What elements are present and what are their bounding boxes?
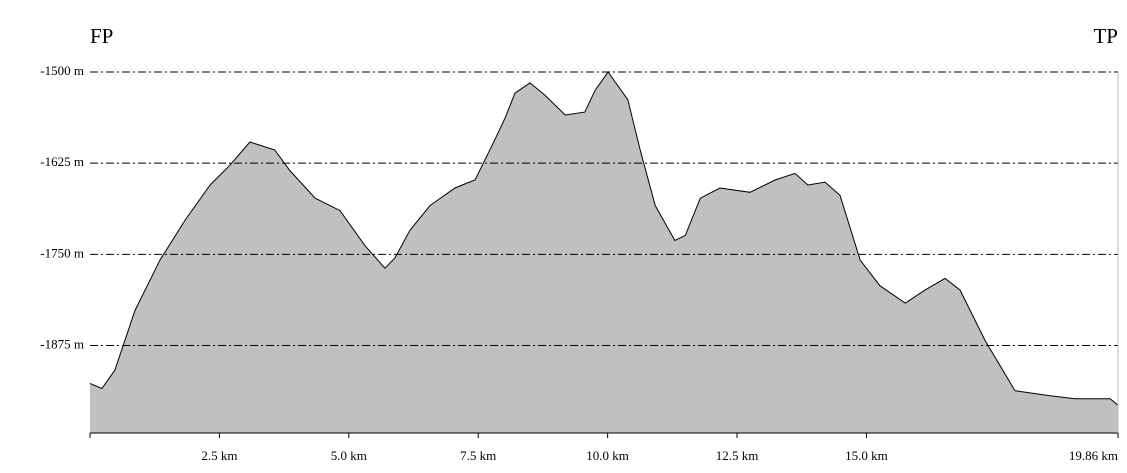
profile-line	[89, 71, 1119, 406]
end-label: TP	[1093, 24, 1118, 48]
y-tick-label: -1625 m	[40, 154, 84, 169]
area-fill	[90, 72, 1118, 433]
x-tick-label: 15.0 km	[845, 448, 888, 463]
start-label: FP	[90, 24, 113, 48]
y-tick-label: -1750 m	[40, 245, 84, 260]
x-tick-label: 19.86 km	[1069, 448, 1118, 463]
y-tick-label: -1875 m	[40, 336, 84, 351]
x-tick-label: 10.0 km	[586, 448, 629, 463]
x-tick-label: 2.5 km	[201, 448, 237, 463]
y-tick-label: -1500 m	[40, 63, 84, 78]
x-tick-label: 7.5 km	[460, 448, 496, 463]
x-tick-label: 5.0 km	[331, 448, 367, 463]
x-tick-label: 12.5 km	[716, 448, 759, 463]
